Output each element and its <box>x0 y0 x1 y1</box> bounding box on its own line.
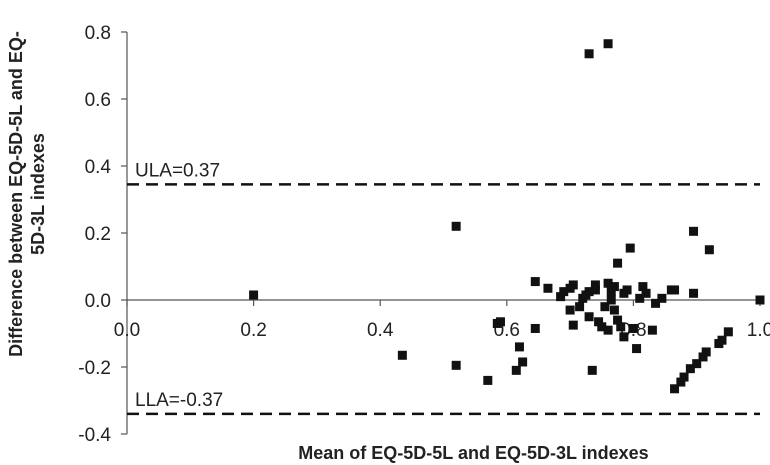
y-tick-label: 0.2 <box>85 224 111 245</box>
data-point <box>397 350 407 360</box>
data-point <box>584 49 594 59</box>
data-point <box>717 335 727 345</box>
x-axis-title: Mean of EQ-5D-5L and EQ-5D-3L indexes <box>298 443 648 463</box>
data-point <box>575 302 585 312</box>
data-point <box>685 364 695 374</box>
x-tick-label: 1.0 <box>747 320 770 341</box>
data-point <box>584 287 594 297</box>
data-point <box>635 293 645 303</box>
data-point <box>606 287 616 297</box>
data-point <box>613 258 623 268</box>
x-tick-label: 0.4 <box>367 320 394 341</box>
y-tick-label: -0.4 <box>78 425 111 446</box>
data-point <box>616 322 626 332</box>
data-point <box>692 359 702 369</box>
data-point <box>565 305 575 315</box>
reference-line-label: ULA=0.37 <box>135 160 220 181</box>
data-point <box>556 292 566 302</box>
data-point <box>603 39 613 49</box>
axes <box>121 31 761 435</box>
data-point <box>590 280 600 290</box>
y-tick-label: 0.0 <box>85 291 111 312</box>
reference-lines: ULA=0.37 LLA=-0.37 <box>127 160 760 416</box>
data-point <box>689 288 699 298</box>
data-point <box>609 305 619 315</box>
data-point <box>587 365 597 375</box>
data-point <box>613 315 623 325</box>
data-point <box>543 283 553 293</box>
data-points <box>249 39 765 394</box>
data-point <box>628 323 638 333</box>
y-axis-title-line: Difference between EQ-5D-5L and EQ- <box>6 31 26 357</box>
data-point <box>483 375 493 385</box>
tick-labels: 0.80.60.40.20.0-0.2-0.40.00.20.40.60.81.… <box>78 23 770 446</box>
data-point <box>625 243 635 253</box>
y-axis-title-line: 5D-3L indexes <box>28 133 48 255</box>
data-point <box>249 290 259 300</box>
data-point <box>651 298 661 308</box>
data-point <box>723 327 733 337</box>
data-point <box>641 288 651 298</box>
data-point <box>676 377 686 387</box>
data-point <box>670 384 680 394</box>
data-point <box>619 332 629 342</box>
y-tick-label: 0.8 <box>85 23 111 44</box>
data-point <box>568 280 578 290</box>
data-point <box>530 277 540 287</box>
data-point <box>559 287 569 297</box>
x-tick-label: 0.0 <box>114 320 140 341</box>
data-point <box>568 320 578 330</box>
data-point <box>451 221 461 231</box>
data-point <box>638 282 648 292</box>
data-point <box>755 295 765 305</box>
data-point <box>603 325 613 335</box>
data-point <box>657 293 667 303</box>
data-point <box>584 312 594 322</box>
data-point <box>495 317 505 327</box>
data-point <box>609 282 619 292</box>
y-tick-label: 0.4 <box>85 157 112 178</box>
data-point <box>698 352 708 362</box>
data-point <box>689 226 699 236</box>
data-point <box>594 317 604 327</box>
data-point <box>647 325 657 335</box>
data-point <box>603 278 613 288</box>
data-point <box>590 285 600 295</box>
data-point <box>514 342 524 352</box>
data-point <box>632 344 642 354</box>
data-point <box>530 323 540 333</box>
data-point <box>518 357 528 367</box>
data-point <box>600 302 610 312</box>
y-tick-label: -0.2 <box>78 358 111 379</box>
y-tick-label: 0.6 <box>85 90 111 111</box>
data-point <box>451 360 461 370</box>
data-point <box>597 322 607 332</box>
data-point <box>511 365 521 375</box>
data-point <box>670 285 680 295</box>
data-point <box>679 372 689 382</box>
data-point <box>701 347 711 357</box>
data-point <box>704 245 714 255</box>
reference-line-label: LLA=-0.37 <box>135 390 223 411</box>
data-point <box>622 285 632 295</box>
x-tick-label: 0.2 <box>240 320 266 341</box>
data-point <box>606 295 616 305</box>
